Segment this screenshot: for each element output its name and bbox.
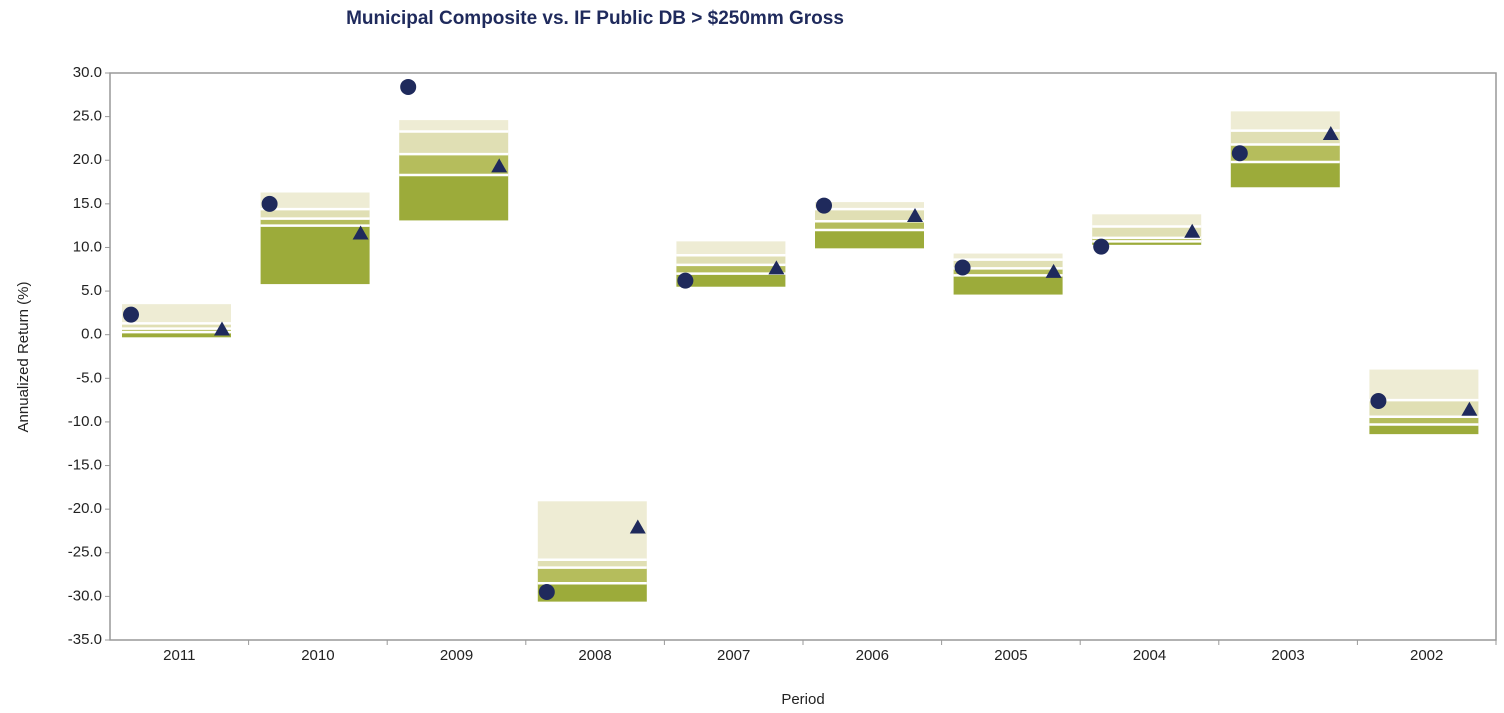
percentile-band xyxy=(676,255,786,265)
circle-marker xyxy=(1093,238,1110,255)
y-tick-label: -30.0 xyxy=(68,587,102,604)
percentile-band xyxy=(260,192,370,210)
y-tick-label: -35.0 xyxy=(68,631,102,648)
percentile-band xyxy=(1092,241,1202,245)
x-axis-label: Period xyxy=(781,691,824,708)
percentile-band xyxy=(815,221,924,231)
percentile-band xyxy=(953,253,1063,260)
percentile-band xyxy=(1092,237,1202,242)
percentile-band xyxy=(815,202,924,210)
percentile-band xyxy=(537,583,647,602)
y-tick-label: 10.0 xyxy=(73,238,102,255)
y-tick-label: 0.0 xyxy=(81,326,102,343)
y-tick-label: 15.0 xyxy=(73,195,102,212)
triangle-marker xyxy=(1322,126,1339,141)
percentile-band xyxy=(122,323,231,329)
percentile-band xyxy=(1092,214,1202,227)
percentile-band xyxy=(953,268,1063,276)
percentile-band xyxy=(260,225,370,285)
percentile-band xyxy=(260,209,370,219)
chart-title: Municipal Composite vs. IF Public DB > $… xyxy=(346,8,844,29)
x-tick-label: 2002 xyxy=(1410,647,1443,664)
y-tick-label: 25.0 xyxy=(73,108,102,125)
percentile-band xyxy=(1369,369,1479,401)
percentile-band xyxy=(260,218,370,226)
percentile-band xyxy=(537,559,647,568)
triangle-marker xyxy=(1461,401,1478,416)
percentile-band xyxy=(676,241,786,256)
percentile-band xyxy=(122,304,231,324)
y-tick-label: -25.0 xyxy=(68,544,102,561)
y-tick-label: 30.0 xyxy=(73,64,102,81)
percentile-band xyxy=(122,328,231,333)
percentile-band xyxy=(399,154,509,176)
circle-marker xyxy=(1231,145,1248,162)
percentile-band xyxy=(815,230,924,249)
percentile-band xyxy=(1230,144,1340,162)
triangle-marker xyxy=(907,208,923,223)
triangle-marker xyxy=(352,225,369,240)
percentile-band xyxy=(1092,226,1202,238)
percentile-band xyxy=(399,120,509,132)
percentile-band xyxy=(1369,424,1479,435)
circle-marker xyxy=(123,306,139,323)
x-tick-label: 2003 xyxy=(1271,647,1304,664)
y-tick-label: -20.0 xyxy=(68,500,102,517)
x-tick-label: 2011 xyxy=(163,647,195,664)
triangle-marker xyxy=(214,321,230,336)
circle-marker xyxy=(677,272,694,289)
triangle-marker xyxy=(629,519,646,534)
percentile-band xyxy=(676,273,786,287)
y-tick-label: -15.0 xyxy=(68,457,102,474)
x-tick-label: 2006 xyxy=(856,647,889,664)
triangle-marker xyxy=(768,260,785,275)
triangle-marker xyxy=(491,158,508,173)
x-tick-label: 2007 xyxy=(717,647,750,664)
circle-marker xyxy=(954,259,971,276)
percentile-band xyxy=(953,275,1063,295)
percentile-band xyxy=(953,259,1063,269)
percentile-band xyxy=(1230,111,1340,131)
percentile-band xyxy=(1230,130,1340,145)
x-tick-label: 2009 xyxy=(440,647,473,664)
x-tick-label: 2010 xyxy=(301,647,334,664)
x-tick-label: 2008 xyxy=(578,647,611,664)
circle-marker xyxy=(1370,392,1387,409)
circle-marker xyxy=(538,584,555,601)
percentile-band xyxy=(815,209,924,222)
y-tick-label: 5.0 xyxy=(81,282,102,299)
triangle-marker xyxy=(1045,263,1062,278)
circle-marker xyxy=(261,195,278,212)
percentile-band xyxy=(537,567,647,584)
y-tick-label: -5.0 xyxy=(76,369,102,386)
percentile-band xyxy=(537,501,647,560)
y-tick-label: -10.0 xyxy=(68,413,102,430)
percentile-band xyxy=(399,131,509,155)
triangle-marker xyxy=(1184,223,1201,238)
circle-marker xyxy=(816,197,832,214)
x-tick-label: 2004 xyxy=(1133,647,1166,664)
y-axis-label: Annualized Return (%) xyxy=(15,282,32,433)
x-tick-label: 2005 xyxy=(994,647,1027,664)
percentile-band xyxy=(676,264,786,274)
circle-marker xyxy=(400,78,417,95)
percentile-band xyxy=(1369,416,1479,425)
percentile-band xyxy=(1230,161,1340,188)
percentile-band xyxy=(122,332,231,338)
y-tick-label: 20.0 xyxy=(73,151,102,168)
percentile-band xyxy=(399,175,509,221)
percentile-band xyxy=(1369,400,1479,417)
